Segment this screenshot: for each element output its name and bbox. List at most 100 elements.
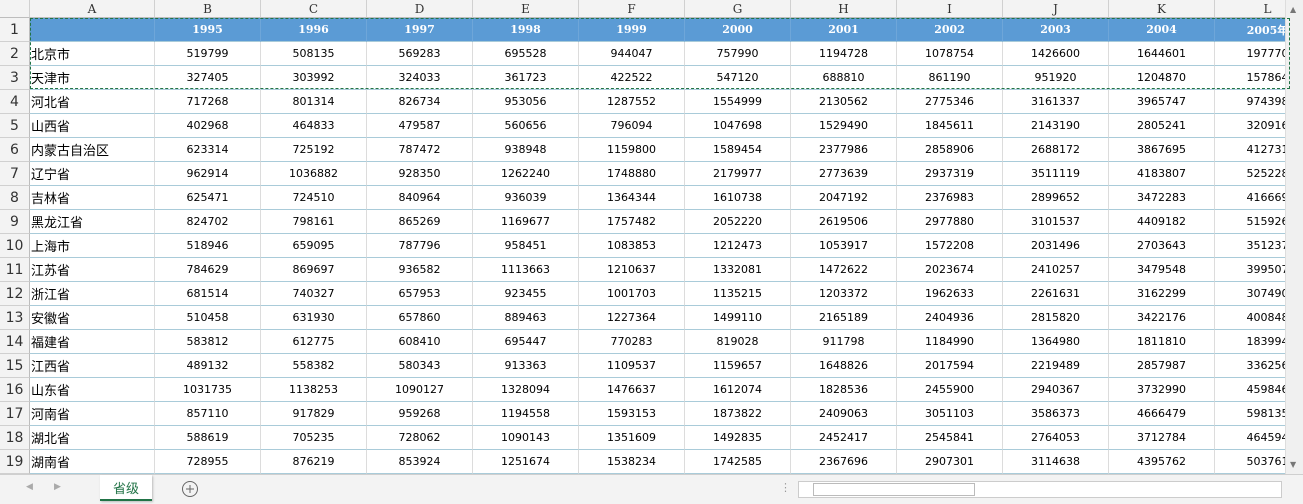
cell: 303992 xyxy=(261,66,367,90)
cell: 351237 xyxy=(1215,234,1285,258)
cell: 江苏省 xyxy=(30,258,155,282)
cell: 801314 xyxy=(261,90,367,114)
cell: 936582 xyxy=(367,258,473,282)
cell: 1078754 xyxy=(897,42,1003,66)
cell: 518946 xyxy=(155,234,261,258)
cell: 1204870 xyxy=(1109,66,1215,90)
nav-prev[interactable]: ◀ xyxy=(26,482,33,492)
cell: 2857987 xyxy=(1109,354,1215,378)
cell: 770283 xyxy=(579,330,685,354)
cell: 2367696 xyxy=(791,450,897,474)
row-header: 9 xyxy=(0,210,30,234)
cell: 3867695 xyxy=(1109,138,1215,162)
column-header: H xyxy=(791,0,897,18)
cell: 4183807 xyxy=(1109,162,1215,186)
corner xyxy=(0,0,30,18)
cell: 320916 xyxy=(1215,114,1285,138)
cell: 962914 xyxy=(155,162,261,186)
cell: 1748880 xyxy=(579,162,685,186)
cell: 1203372 xyxy=(791,282,897,306)
cell: 796094 xyxy=(579,114,685,138)
row-header: 5 xyxy=(0,114,30,138)
cell: 725192 xyxy=(261,138,367,162)
cell: 3162299 xyxy=(1109,282,1215,306)
vertical-scrollbar[interactable]: ▲ ▼ xyxy=(1285,0,1303,474)
cell: 861190 xyxy=(897,66,1003,90)
cell: 612775 xyxy=(261,330,367,354)
row-header: 18 xyxy=(0,426,30,450)
cell: 695447 xyxy=(473,330,579,354)
cell: 519799 xyxy=(155,42,261,66)
nav-next[interactable]: ▶ xyxy=(54,482,61,492)
cell: 1610738 xyxy=(685,186,791,210)
cell: 2688172 xyxy=(1003,138,1109,162)
column-header: G xyxy=(685,0,791,18)
cell: 412731 xyxy=(1215,138,1285,162)
cell: 2619506 xyxy=(791,210,897,234)
cell: 1873822 xyxy=(685,402,791,426)
cell: 吉林省 xyxy=(30,186,155,210)
add-sheet[interactable] xyxy=(181,480,199,498)
cell: 黑龙江省 xyxy=(30,210,155,234)
row-header: 10 xyxy=(0,234,30,258)
cell: 1031735 xyxy=(155,378,261,402)
row-header: 15 xyxy=(0,354,30,378)
cell: 508135 xyxy=(261,42,367,66)
cell: 1589454 xyxy=(685,138,791,162)
cell: 974398 xyxy=(1215,90,1285,114)
cell: 1476637 xyxy=(579,378,685,402)
cell: 608410 xyxy=(367,330,473,354)
cell: 1612074 xyxy=(685,378,791,402)
cell: 1529490 xyxy=(791,114,897,138)
cell: 157864 xyxy=(1215,66,1285,90)
cell: 853924 xyxy=(367,450,473,474)
row-header: 7 xyxy=(0,162,30,186)
cell: 3161337 xyxy=(1003,90,1109,114)
cell: 876219 xyxy=(261,450,367,474)
sheet-tab[interactable]: 省级 xyxy=(100,475,152,501)
column-header: I xyxy=(897,0,1003,18)
grid: A B C D E F G H I J K L 1 2 3 4 5 6 7 8 9 10 11 12 13 14 15 16 17 18 1… xyxy=(0,0,1285,474)
cell: 浙江省 xyxy=(30,282,155,306)
cell: 3965747 xyxy=(1109,90,1215,114)
header-cell xyxy=(30,18,155,42)
cell: 1210637 xyxy=(579,258,685,282)
cell: 459846 xyxy=(1215,378,1285,402)
cell: 936039 xyxy=(473,186,579,210)
column-header: B xyxy=(155,0,261,18)
cell: 422522 xyxy=(579,66,685,90)
cell: 657860 xyxy=(367,306,473,330)
column-header: F xyxy=(579,0,685,18)
cell: 4409182 xyxy=(1109,210,1215,234)
cell: 3422176 xyxy=(1109,306,1215,330)
cell: 631930 xyxy=(261,306,367,330)
cell: 3114638 xyxy=(1003,450,1109,474)
header-cell: 2001 xyxy=(791,18,897,42)
cell: 1184990 xyxy=(897,330,1003,354)
cell: 1251674 xyxy=(473,450,579,474)
cell: 757990 xyxy=(685,42,791,66)
cell: 上海市 xyxy=(30,234,155,258)
cell: 1001703 xyxy=(579,282,685,306)
cell: 938948 xyxy=(473,138,579,162)
cell: 1572208 xyxy=(897,234,1003,258)
cell: 1644601 xyxy=(1109,42,1215,66)
cell: 959268 xyxy=(367,402,473,426)
row-header: 2 xyxy=(0,42,30,66)
cell: 659095 xyxy=(261,234,367,258)
cell: 2899652 xyxy=(1003,186,1109,210)
horizontal-scrollbar[interactable] xyxy=(798,481,1282,498)
cell: 695528 xyxy=(473,42,579,66)
cell: 681514 xyxy=(155,282,261,306)
cell: 1262240 xyxy=(473,162,579,186)
cell: 2410257 xyxy=(1003,258,1109,282)
row-header: 14 xyxy=(0,330,30,354)
cell: 400848 xyxy=(1215,306,1285,330)
cell: 1047698 xyxy=(685,114,791,138)
row-header: 6 xyxy=(0,138,30,162)
header-cell: 1996 xyxy=(261,18,367,42)
header-cell: 2002 xyxy=(897,18,1003,42)
cell: 951920 xyxy=(1003,66,1109,90)
column-header: C xyxy=(261,0,367,18)
